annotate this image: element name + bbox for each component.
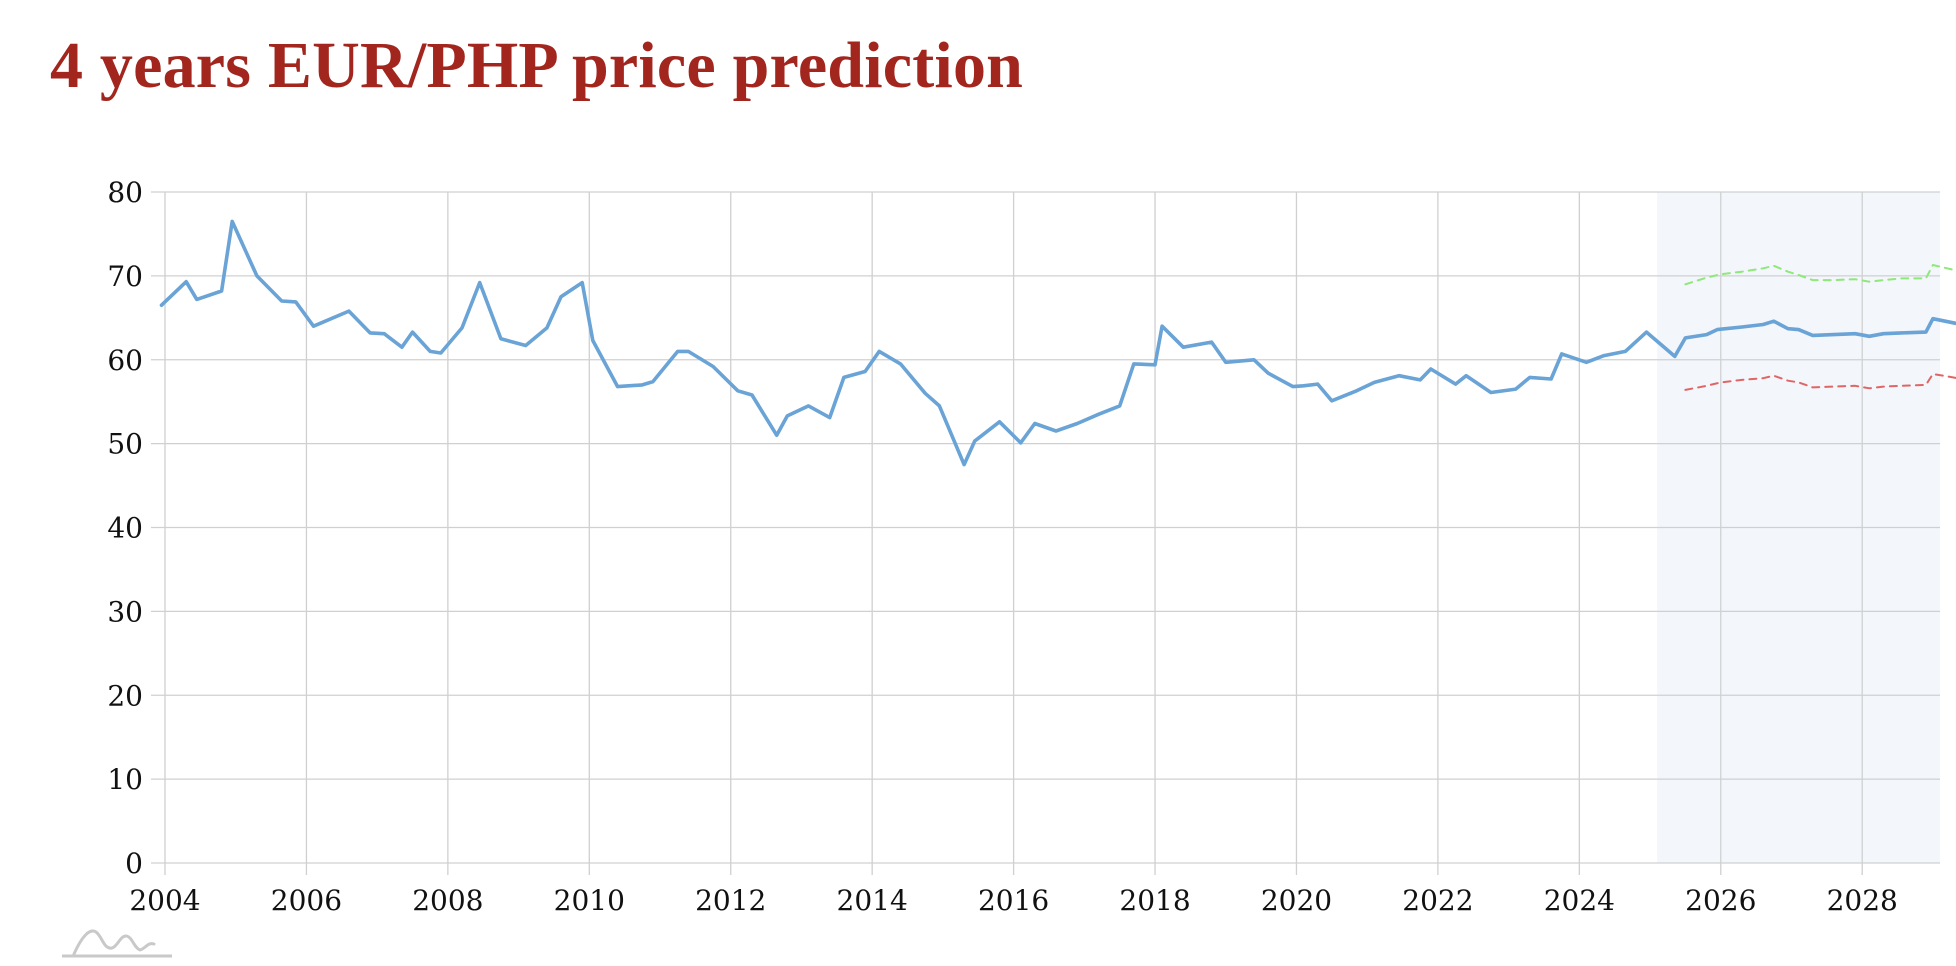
- y-tick-label: 10: [107, 763, 143, 796]
- series-lower-line: [1684, 373, 1956, 391]
- x-tick-label: 2028: [1827, 884, 1898, 917]
- mountain-logo-icon: [62, 929, 172, 958]
- y-tick-label: 0: [125, 847, 143, 880]
- y-tick-label: 30: [107, 595, 143, 628]
- chart-title: 4 years EUR/PHP price prediction: [50, 29, 1024, 102]
- x-tick-label: 2024: [1544, 884, 1615, 917]
- y-tick-label: 80: [107, 176, 143, 209]
- tick-label-layer: 0 10 20 30 40 50 60 70 80 2004 2006 2008 2010 2012 201…: [107, 176, 1897, 917]
- x-tick-label: 2014: [837, 884, 908, 917]
- y-tick-label: 60: [107, 344, 143, 377]
- x-tick-label: 2004: [129, 884, 200, 917]
- x-tick-label: 2018: [1119, 884, 1190, 917]
- x-tick-label: 2016: [978, 884, 1049, 917]
- y-tick-label: 20: [107, 679, 143, 712]
- grid-layer: [151, 191, 1940, 875]
- x-tick-label: 2020: [1261, 884, 1332, 917]
- x-tick-label: 2006: [271, 884, 342, 917]
- series-actual-line: [159, 219, 1956, 467]
- y-tick-label: 40: [107, 512, 143, 545]
- x-tick-label: 2008: [412, 884, 483, 917]
- x-tick-label: 2022: [1402, 884, 1473, 917]
- x-tick-label: 2010: [554, 884, 625, 917]
- x-tick-label: 2012: [695, 884, 766, 917]
- series-layer: [159, 219, 1956, 467]
- y-tick-label: 50: [107, 428, 143, 461]
- y-tick-label: 70: [107, 260, 143, 293]
- series-upper-line: [1684, 264, 1956, 286]
- x-tick-label: 2026: [1685, 884, 1756, 917]
